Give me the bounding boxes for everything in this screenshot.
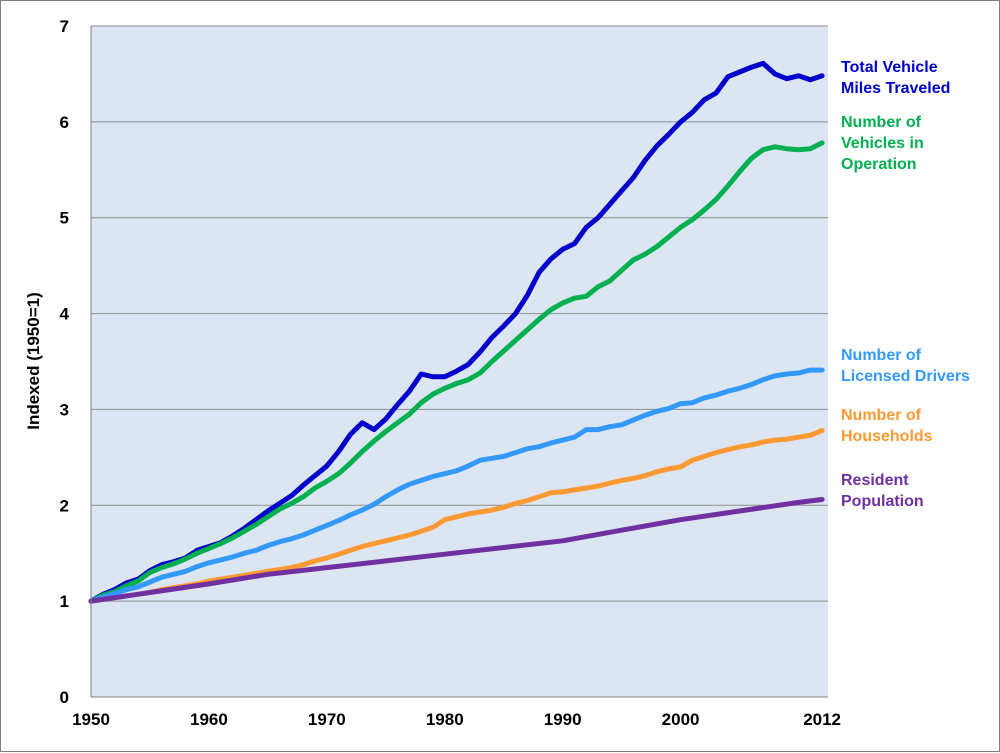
series-label-number-of-households: Number of Households <box>841 407 933 445</box>
series-line-resident-population <box>88 497 825 604</box>
x-tick-label: 1950 <box>72 710 110 729</box>
x-tick-labels: 1950 1960 1970 1980 1990 2000 2012 <box>72 710 841 729</box>
y-tick-label: 7 <box>60 17 69 36</box>
x-tick-label: 2000 <box>662 710 700 729</box>
plot-area <box>91 26 828 697</box>
y-tick-label: 3 <box>60 400 69 419</box>
y-tick-label: 2 <box>60 496 69 515</box>
x-tick-label: 1970 <box>308 710 346 729</box>
series-labels: Total Vehicle Miles Traveled Number of Vehi… <box>841 59 970 510</box>
series-line-number-of-households <box>147 428 825 595</box>
gridlines <box>91 25 828 602</box>
y-axis-title: Indexed (1950=1) <box>24 292 43 430</box>
y-tick-labels: 0 1 2 3 4 5 6 7 <box>60 17 70 707</box>
y-tick-label: 4 <box>60 305 70 324</box>
series-line-number-of-vehicles-in-operation <box>88 140 825 604</box>
series-label-number-of-vehicles-in-operation: Number of Vehicles in Operation <box>841 114 924 173</box>
x-tick-label: 2012 <box>803 710 841 729</box>
series-lines <box>88 60 825 604</box>
x-tick-label: 1990 <box>544 710 582 729</box>
x-tick-label: 1960 <box>190 710 228 729</box>
y-tick-label: 6 <box>60 113 69 132</box>
y-tick-label: 1 <box>60 592 69 611</box>
series-label-number-of-licensed-drivers: Number of Licensed Drivers <box>841 347 970 385</box>
y-tick-label: 5 <box>60 209 69 228</box>
series-label-resident-population: Resident Population <box>841 472 924 510</box>
series-line-number-of-licensed-drivers <box>88 367 825 604</box>
y-tick-label: 0 <box>60 688 69 707</box>
series-label-total-vehicle-miles-traveled: Total Vehicle Miles Traveled <box>841 59 950 97</box>
x-tick-label: 1980 <box>426 710 464 729</box>
